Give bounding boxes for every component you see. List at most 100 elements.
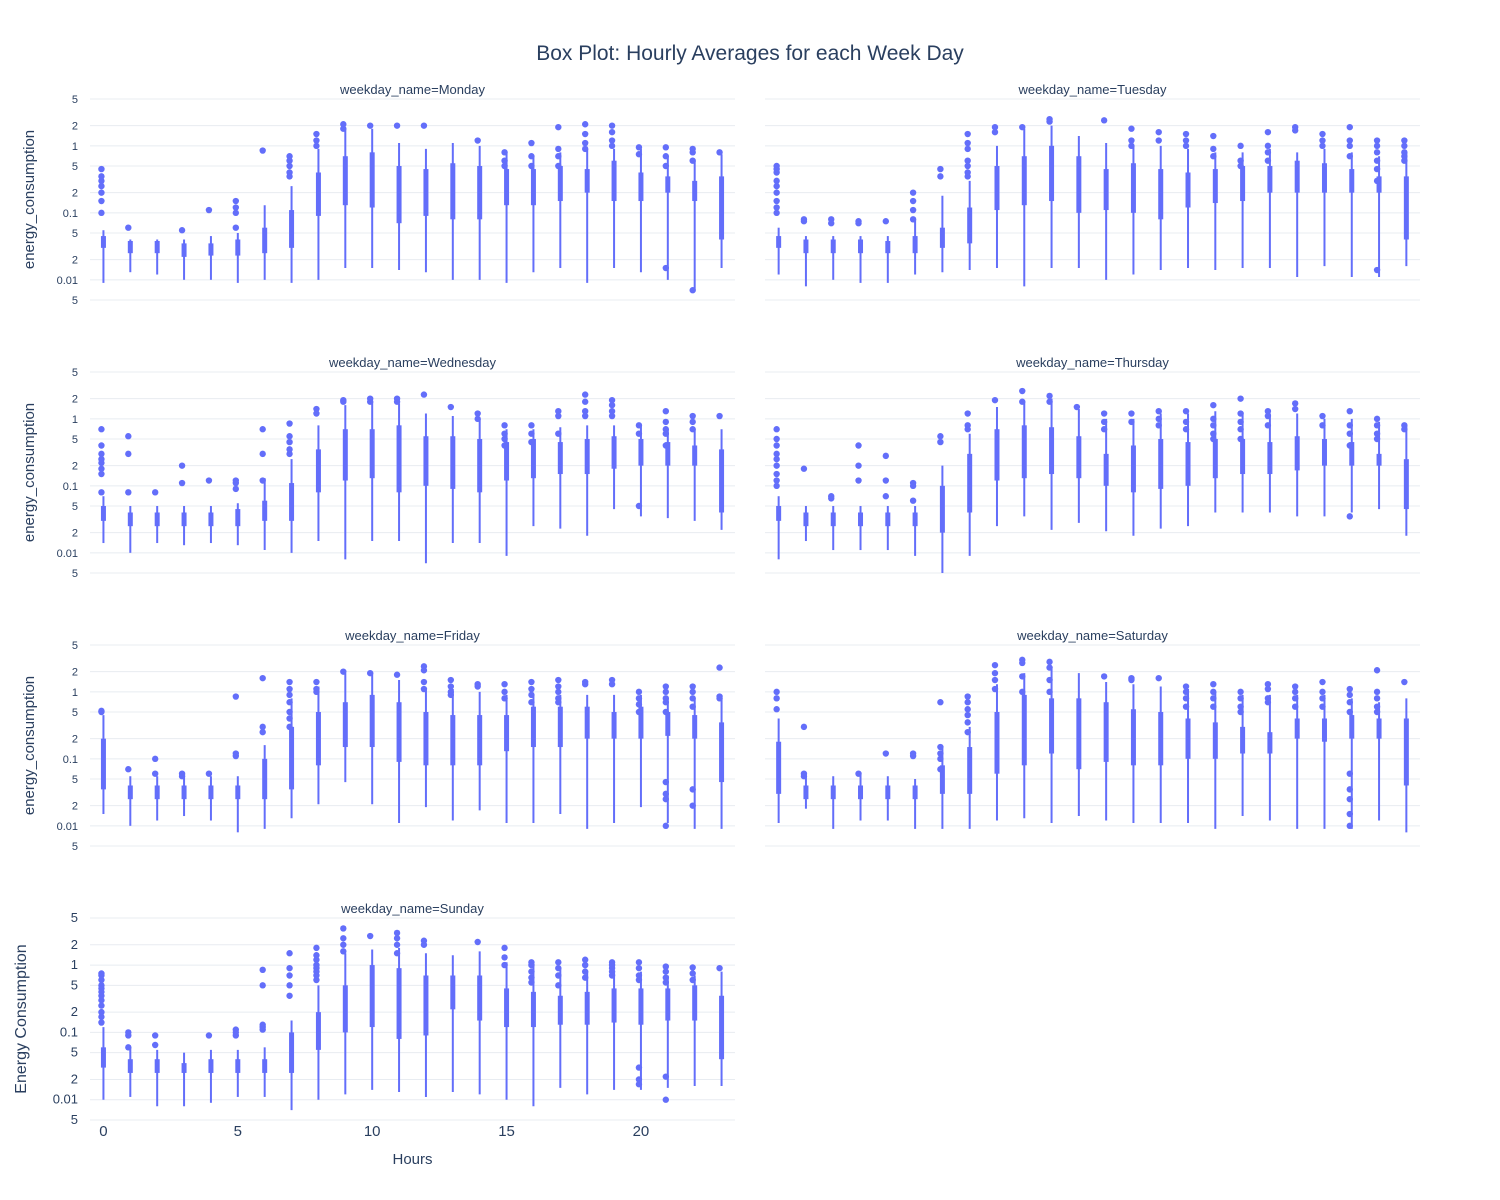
box-iqr [692,445,698,466]
box-iqr [369,965,375,1028]
outlier-point [1210,401,1217,409]
box-iqr [1321,163,1327,193]
outlier-point [98,189,105,196]
outlier-point [286,438,293,446]
box-iqr [1021,425,1027,479]
outlier-point [259,477,266,484]
box-iqr [127,512,133,527]
outlier-point [689,287,696,294]
y-tick-label: 5 [72,434,78,446]
outlier-point [98,1019,105,1026]
outlier-point [313,130,320,138]
x-tick-label: 20 [633,1123,650,1140]
outlier-point [178,773,186,780]
outlier-point [125,450,132,458]
outlier-point [259,426,266,433]
outlier-point [1073,403,1081,411]
outlier-point [635,502,643,510]
box-iqr [830,785,836,800]
outlier-point [1346,142,1353,150]
outlier-point [1346,810,1353,818]
box-iqr [1403,718,1409,786]
box-iqr [1130,709,1136,766]
y-tick-label: 2 [72,801,78,813]
outlier-point [1373,165,1381,173]
outlier-point [1373,149,1381,156]
box-iqr [803,239,809,254]
outlier-point [286,678,293,686]
outlier-point [555,145,562,153]
box-iqr [611,988,617,1023]
outlier-point [1046,118,1053,125]
outlier-point [1346,786,1353,793]
outlier-point [501,422,508,429]
box-iqr [858,512,864,527]
outlier-point [1291,695,1299,702]
outlier-point [964,711,971,719]
outlier-point [1237,688,1244,696]
outlier-point [313,956,320,963]
outlier-point [151,770,159,777]
outlier-point [635,144,643,151]
outlier-point [528,139,535,147]
outlier-point [1182,695,1190,702]
box-iqr [477,715,483,766]
box-iqr [665,988,671,1021]
outlier-point [1155,674,1162,682]
outlier-point [286,446,293,453]
box-iqr [342,429,348,481]
y-tick-label: 5 [72,295,78,307]
outlier-point [528,422,535,429]
outlier-point [964,173,971,180]
outlier-point [937,433,944,440]
box-iqr [315,1012,321,1050]
box-iqr [423,975,429,1036]
outlier-point [555,972,562,979]
outlier-point [635,1064,643,1071]
outlier-point [662,430,670,437]
y-tick-label: 2 [71,1004,78,1019]
outlier-point [1210,695,1217,702]
outlier-point [1237,395,1244,402]
outlier-point [1291,127,1299,134]
panel-subtitle-wednesday: weekday_name=Wednesday [328,355,497,370]
outlier-point [635,708,643,716]
outlier-point [259,966,266,974]
box-iqr [719,176,725,240]
outlier-point [366,122,374,129]
box-iqr [1376,718,1382,739]
box-iqr [584,169,590,193]
box-iqr [423,169,429,216]
outlier-point [447,683,455,690]
outlier-point [98,1008,105,1016]
outlier-point [98,708,105,716]
box-iqr [557,995,563,1025]
outlier-point [286,982,293,989]
outlier-point [1182,688,1190,696]
outlier-point [286,723,293,731]
box-iqr [262,227,268,254]
outlier-point [259,982,266,989]
outlier-point [313,142,320,150]
box-iqr [1294,718,1300,739]
outlier-point [286,691,293,699]
y-tick-label: 5 [72,94,78,106]
box-iqr [1212,169,1218,204]
box-iqr [208,512,214,527]
x-tick-label: 0 [99,1123,107,1140]
outlier-point [1291,405,1299,413]
box-iqr [1267,732,1273,754]
outlier-point [125,433,132,440]
outlier-point [98,972,105,979]
y-axis-title: energy_consumption [21,403,38,542]
box-iqr [100,738,106,790]
outlier-point [716,664,723,671]
outlier-point [662,1073,670,1080]
outlier-point [635,976,643,984]
outlier-point [313,972,320,979]
box-iqr [1403,176,1409,240]
box-iqr [154,1059,160,1073]
outlier-point [1210,422,1217,429]
box-iqr [994,712,1000,774]
outlier-point [1046,392,1053,400]
